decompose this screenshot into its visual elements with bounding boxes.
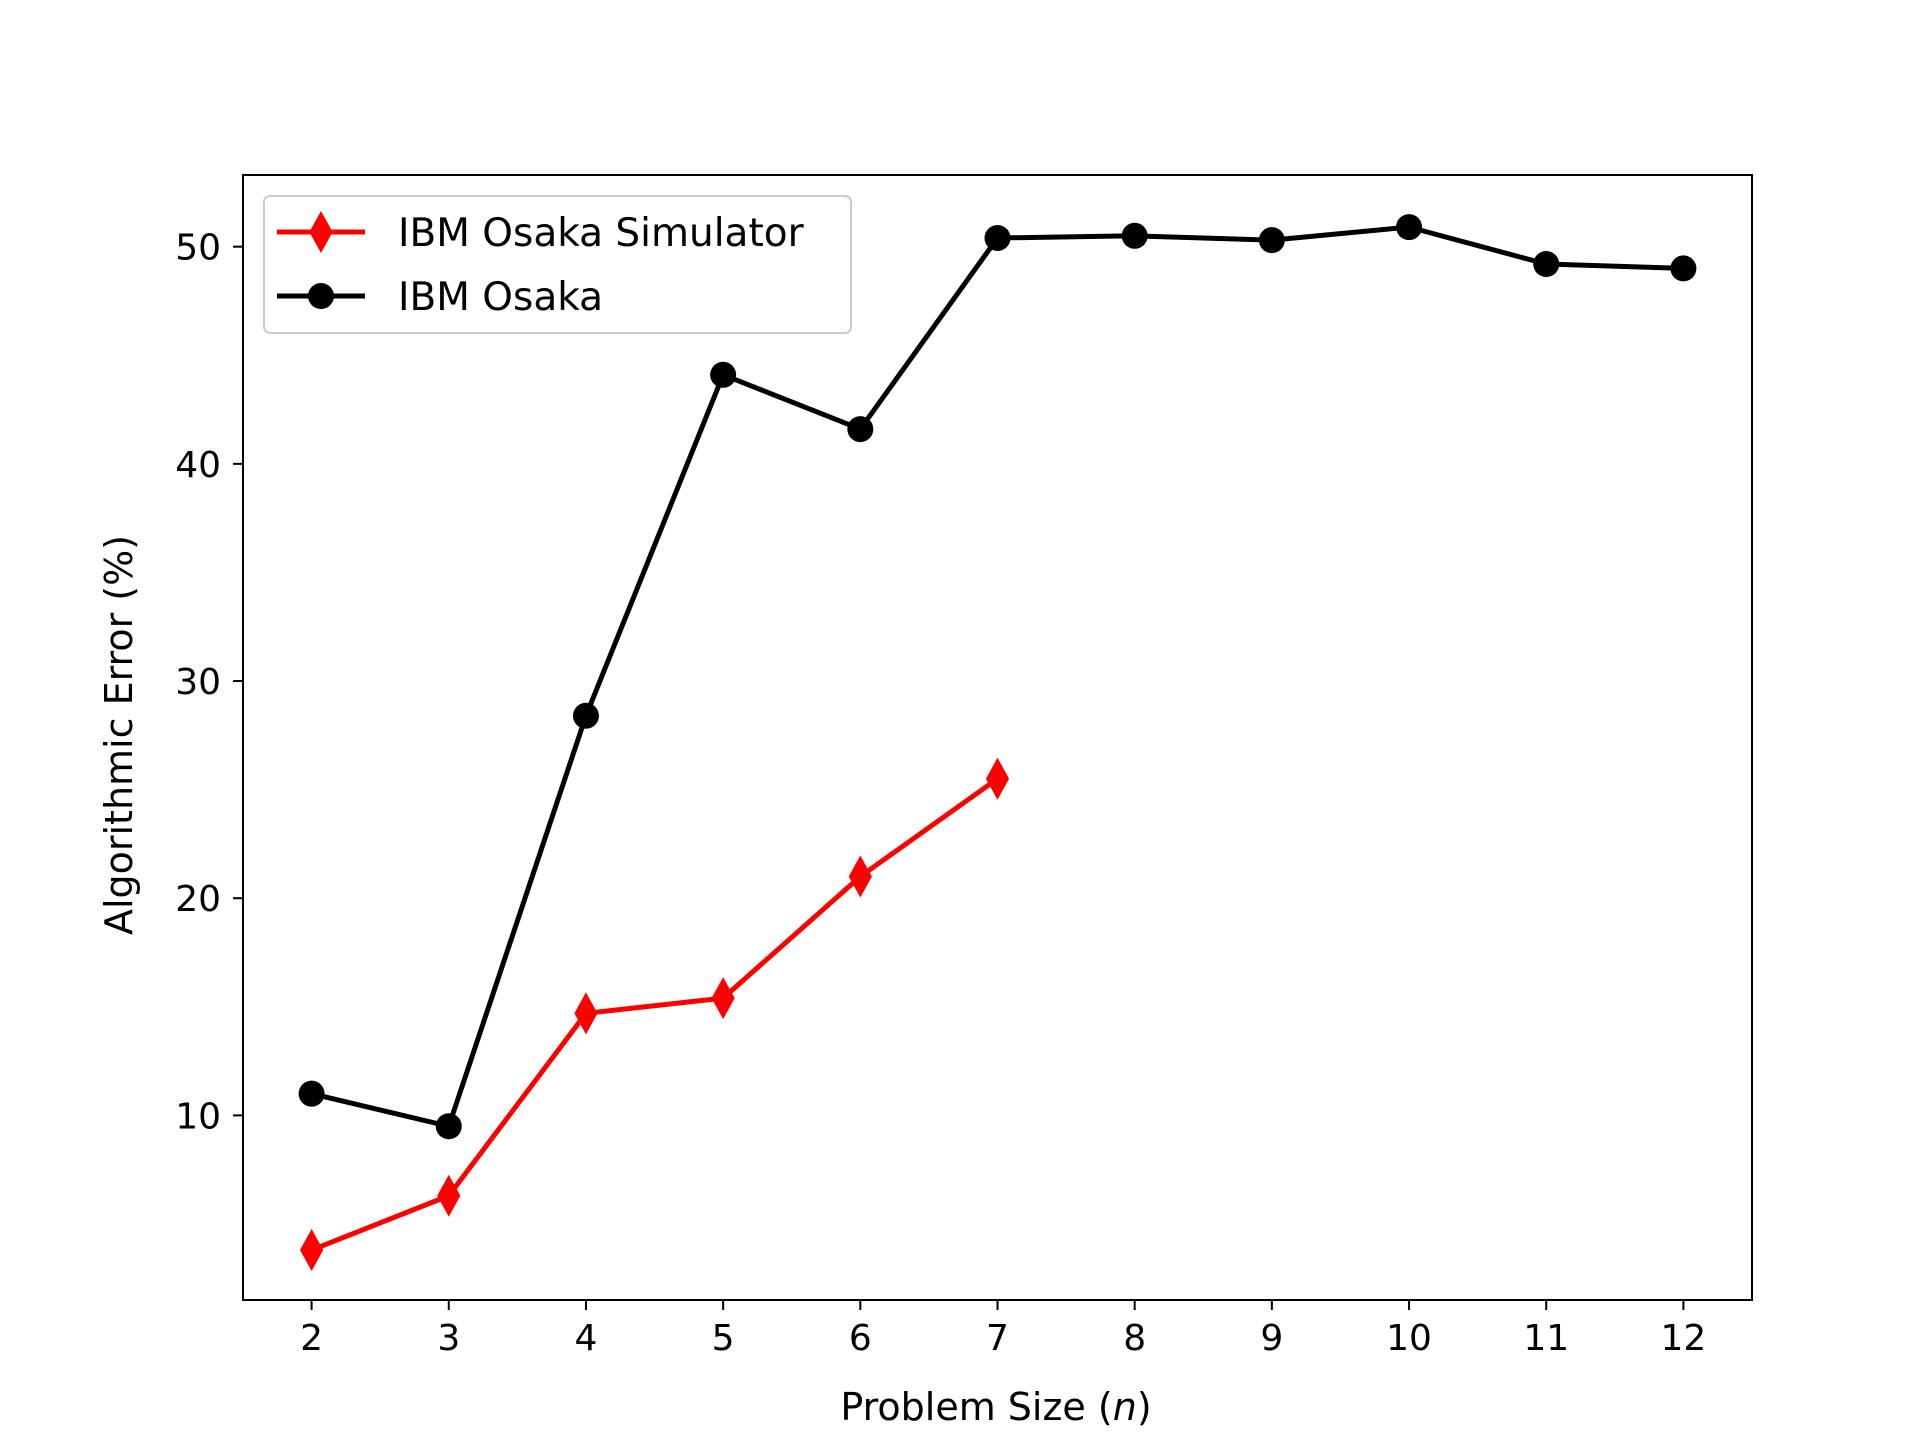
data-point-circle xyxy=(984,224,1011,251)
data-point-diamond xyxy=(574,992,598,1035)
x-axis-label-text: Problem Size ( xyxy=(840,1385,1112,1429)
legend-diamond-marker xyxy=(309,210,333,254)
data-point-circle xyxy=(1533,251,1560,278)
legend-label: IBM Osaka Simulator xyxy=(398,211,805,256)
x-tick-label: 12 xyxy=(1661,1318,1707,1359)
y-tick-label: 10 xyxy=(175,1096,221,1137)
data-point-diamond xyxy=(300,1229,324,1272)
x-tick-label: 5 xyxy=(712,1318,735,1359)
data-point-diamond xyxy=(848,855,872,898)
data-point-circle xyxy=(298,1080,325,1107)
data-point-circle xyxy=(1258,227,1285,254)
legend-circle-marker xyxy=(308,283,334,309)
data-point-circle xyxy=(710,361,737,388)
series-ibm-osaka-simulator xyxy=(300,757,1010,1272)
axis-ticks: 2 3 4 5 6 7 8 9 10 11 12 10 20 30 40 50 xyxy=(175,228,1706,1359)
data-point-circle xyxy=(1396,214,1423,241)
x-tick-label: 10 xyxy=(1386,1318,1432,1359)
plot-frame xyxy=(242,174,1753,1301)
x-tick-label: 6 xyxy=(849,1318,872,1359)
legend-box xyxy=(263,195,852,334)
x-tick-label: 3 xyxy=(437,1318,460,1359)
x-tick-label: 4 xyxy=(575,1318,598,1359)
y-tick-label: 40 xyxy=(175,445,221,486)
legend-entry: IBM Osaka Simulator xyxy=(277,210,805,256)
plot-area xyxy=(298,214,1697,1272)
series-line xyxy=(310,776,999,1253)
y-axis-label: Algorithmic Error (%) xyxy=(97,535,141,935)
series-ibm-osaka xyxy=(298,214,1697,1140)
x-axis-label-close: ) xyxy=(1137,1385,1152,1429)
x-tick-label: 9 xyxy=(1260,1318,1283,1359)
y-tick-label: 50 xyxy=(175,228,221,269)
data-point-circle xyxy=(435,1113,462,1140)
x-tick-label: 8 xyxy=(1123,1318,1146,1359)
x-tick-label: 11 xyxy=(1523,1318,1569,1359)
data-point-diamond xyxy=(437,1174,461,1217)
data-point-circle xyxy=(572,702,599,729)
legend-entry: IBM Osaka xyxy=(277,275,603,320)
x-tick-label: 2 xyxy=(300,1318,323,1359)
x-axis-label-variable: n xyxy=(1113,1385,1137,1429)
data-point-circle xyxy=(847,416,874,443)
y-tick-label: 20 xyxy=(175,879,221,920)
legend-label: IBM Osaka xyxy=(398,275,603,320)
y-tick-label: 30 xyxy=(175,662,221,703)
legend: IBM Osaka Simulator IBM Osaka xyxy=(263,195,852,334)
data-point-diamond xyxy=(985,757,1010,800)
x-axis-label: Problem Size (n) xyxy=(840,1385,1151,1429)
data-point-diamond xyxy=(711,977,735,1020)
x-tick-label: 7 xyxy=(986,1318,1009,1359)
data-point-circle xyxy=(1121,222,1148,249)
data-point-circle xyxy=(1670,255,1697,282)
